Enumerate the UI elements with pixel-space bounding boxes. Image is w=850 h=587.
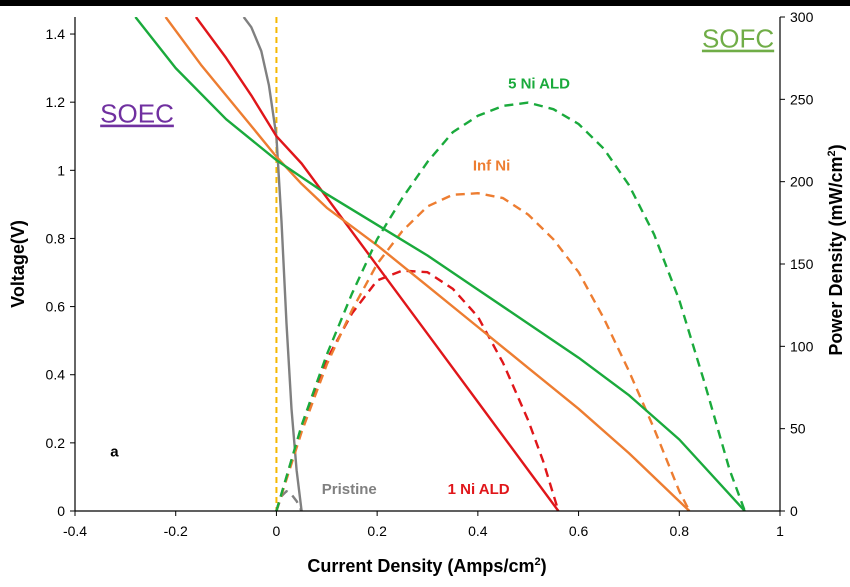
y-axis-right-title: Power Density (mW/cm2) — [826, 144, 846, 355]
series-group — [134, 17, 746, 511]
1-ni-ald-power-curve — [275, 269, 560, 511]
y-left-tick-label: 1.2 — [46, 94, 66, 110]
y-right-tick-label: 100 — [790, 338, 814, 354]
x-tick-label: 0.4 — [468, 523, 488, 539]
y-left-tick-label: 1.4 — [46, 26, 66, 42]
annotation-inf-ni: Inf Ni — [473, 157, 511, 174]
pristine-power-curve — [275, 490, 303, 511]
5-ni-ald-voltage-curve — [134, 17, 746, 511]
y-right-tick-label: 300 — [790, 9, 814, 25]
y-right-tick-label: 0 — [790, 503, 798, 519]
annotation-5-ni-ald: 5 Ni ALD — [508, 76, 570, 93]
y-left-tick-label: 0 — [57, 503, 65, 519]
x-tick-label: 0.8 — [670, 523, 690, 539]
annotation-soec: SOEC — [100, 99, 174, 129]
5-ni-ald-power-curve — [275, 101, 746, 511]
annotation-sofc: SOFC — [702, 24, 774, 54]
x-tick-label: -0.4 — [63, 523, 87, 539]
y-left-tick-label: 0.4 — [46, 367, 66, 383]
y-left-tick-label: 0.2 — [46, 435, 66, 451]
pristine-voltage-curve — [242, 17, 303, 511]
y-right-tick-label: 200 — [790, 174, 814, 190]
annotation-1-ni-ald: 1 Ni ALD — [448, 481, 510, 498]
inf-ni-power-curve — [275, 191, 691, 511]
x-axis-title: Current Density (Amps/cm2) — [307, 556, 546, 576]
y-right-tick-label: 250 — [790, 91, 814, 107]
1-ni-ald-voltage-curve — [194, 17, 560, 511]
y-left-tick-label: 0.8 — [46, 230, 66, 246]
x-tick-label: -0.2 — [164, 523, 188, 539]
y-right-tick-label: 50 — [790, 421, 806, 437]
x-tick-label: 0 — [273, 523, 281, 539]
y-left-tick-label: 0.6 — [46, 299, 66, 315]
top-bar — [0, 0, 850, 6]
x-tick-label: 0.6 — [569, 523, 589, 539]
inf-ni-voltage-curve — [164, 17, 691, 511]
y-right-tick-label: 150 — [790, 256, 814, 272]
x-tick-label: 1 — [776, 523, 784, 539]
y-left-tick-label: 1 — [57, 162, 65, 178]
x-tick-label: 0.2 — [367, 523, 387, 539]
annotation-pristine: Pristine — [322, 481, 377, 498]
y-axis-left-title: Voltage(V) — [8, 220, 28, 308]
annotation-a: a — [110, 443, 119, 460]
